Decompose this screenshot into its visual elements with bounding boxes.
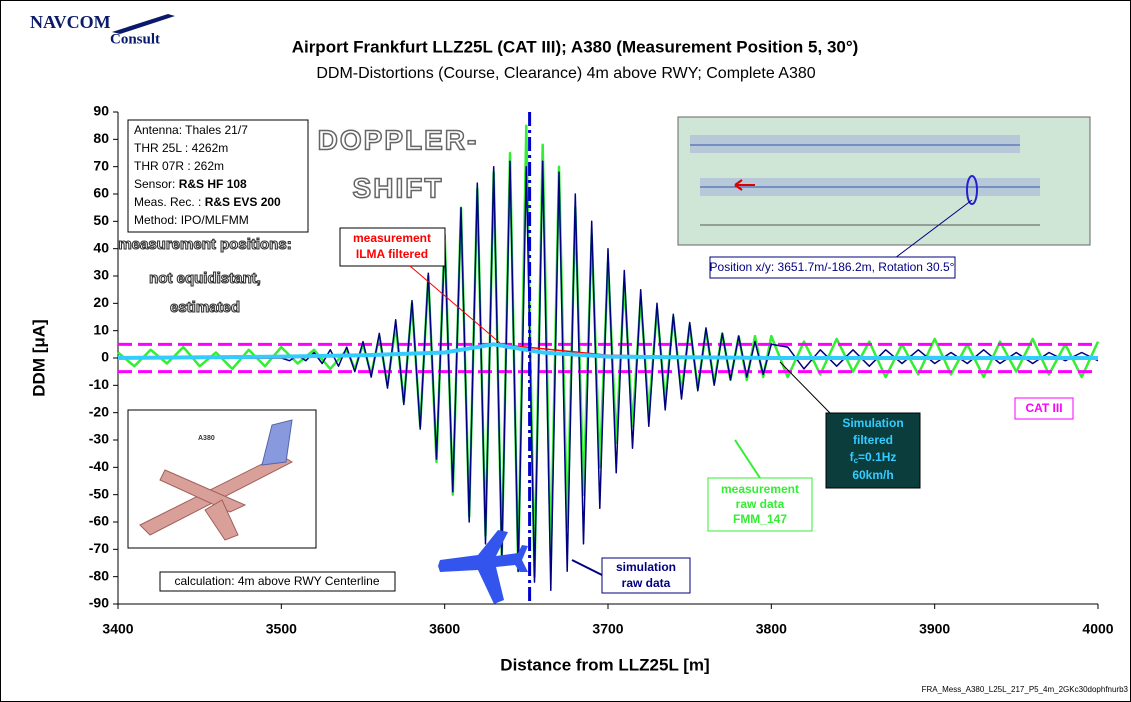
info-line: Method: IPO/MLFMM	[134, 213, 249, 227]
y-tick-label: 30	[93, 267, 109, 283]
raw-label: raw data	[736, 497, 785, 511]
y-tick-label: 20	[93, 294, 109, 310]
calc-label: calculation: 4m above RWY Centerline	[175, 574, 380, 588]
y-tick-label: 90	[93, 103, 109, 119]
raw-label: measurement	[721, 482, 799, 496]
ilma-label: ILMA filtered	[356, 247, 428, 261]
info-line: THR 25L : 4262m	[134, 141, 228, 155]
chart: NAVCOM Consult Airport Frankfurt LLZ25L …	[0, 0, 1131, 702]
info-text: THR 07R : 262m	[134, 159, 224, 173]
info-text: Meas. Rec. :	[134, 195, 205, 209]
logo-text: NAVCOM	[30, 12, 111, 32]
y-tick-label: 40	[93, 239, 109, 255]
y-tick-label: -80	[89, 567, 109, 583]
y-tick-label: -30	[89, 431, 109, 447]
doppler-label: DOPPLER-	[318, 124, 479, 155]
info-line: Meas. Rec. : R&S EVS 200	[134, 195, 281, 209]
file-name: FRA_Mess_A380_L25L_217_P5_4m_2GKc30dophf…	[922, 685, 1129, 694]
info-text: Antenna: Thales 21/7	[134, 123, 248, 137]
x-tick-label: 3900	[919, 621, 950, 637]
fc-value: =0.1Hz	[858, 450, 896, 464]
x-tick-label: 3700	[592, 621, 623, 637]
y-axis-label: DDM [μA]	[29, 319, 48, 396]
chart-subtitle: DDM-Distortions (Course, Clearance) 4m a…	[316, 65, 815, 82]
x-tick-label: 4000	[1082, 621, 1113, 637]
y-tick-label: 70	[93, 157, 109, 173]
logo-text: Consult	[110, 31, 160, 47]
map-runway	[690, 135, 1020, 153]
x-tick-label: 3400	[102, 621, 133, 637]
y-tick-label: 60	[93, 185, 109, 201]
x-tick-label: 3600	[429, 621, 460, 637]
y-tick-label: -20	[89, 403, 109, 419]
y-tick-label: -70	[89, 540, 109, 556]
info-text: Method: IPO/MLFMM	[134, 213, 249, 227]
y-tick-label: -50	[89, 485, 109, 501]
sim-filtered-label: Simulation	[842, 416, 903, 430]
y-tick-label: -40	[89, 458, 109, 474]
x-tick-label: 3500	[266, 621, 297, 637]
doppler-label: SHIFT	[353, 172, 444, 203]
sim-filtered-label: 60km/h	[852, 468, 893, 482]
positions-note: estimated	[170, 299, 240, 316]
x-axis-label: Distance from LLZ25L [m]	[500, 655, 709, 674]
aircraft-image: A380	[128, 410, 316, 548]
positions-note: not equidistant,	[149, 270, 261, 287]
sim-raw-label: raw data	[622, 576, 671, 590]
y-tick-label: 0	[101, 349, 109, 365]
info-bold: R&S HF 108	[179, 177, 247, 191]
y-tick-label: -90	[89, 595, 109, 611]
x-tick-label: 3800	[756, 621, 787, 637]
info-line: THR 07R : 262m	[134, 159, 224, 173]
y-tick-label: 50	[93, 212, 109, 228]
y-tick-label: -10	[89, 376, 109, 392]
y-tick-label: 10	[93, 321, 109, 337]
raw-label: FMM_147	[733, 512, 787, 526]
info-text: THR 25L : 4262m	[134, 141, 228, 155]
info-bold: R&S EVS 200	[205, 195, 281, 209]
y-tick-label: -60	[89, 513, 109, 529]
image-caption: A380	[198, 435, 215, 442]
ilma-label: measurement	[353, 231, 431, 245]
positions-note: measurement positions:	[118, 236, 291, 253]
airport-map	[678, 117, 1090, 245]
position-label: Position x/y: 3651.7m/-186.2m, Rotation …	[710, 260, 955, 274]
sim-filtered-label: filtered	[853, 433, 893, 447]
info-line: Sensor: R&S HF 108	[134, 177, 247, 191]
info-line: Antenna: Thales 21/7	[134, 123, 248, 137]
cat-label: CAT III	[1025, 401, 1062, 415]
y-tick-label: 80	[93, 130, 109, 146]
sim-raw-label: simulation	[616, 560, 676, 574]
info-text: Sensor:	[134, 177, 179, 191]
chart-title: Airport Frankfurt LLZ25L (CAT III); A380…	[292, 37, 859, 56]
